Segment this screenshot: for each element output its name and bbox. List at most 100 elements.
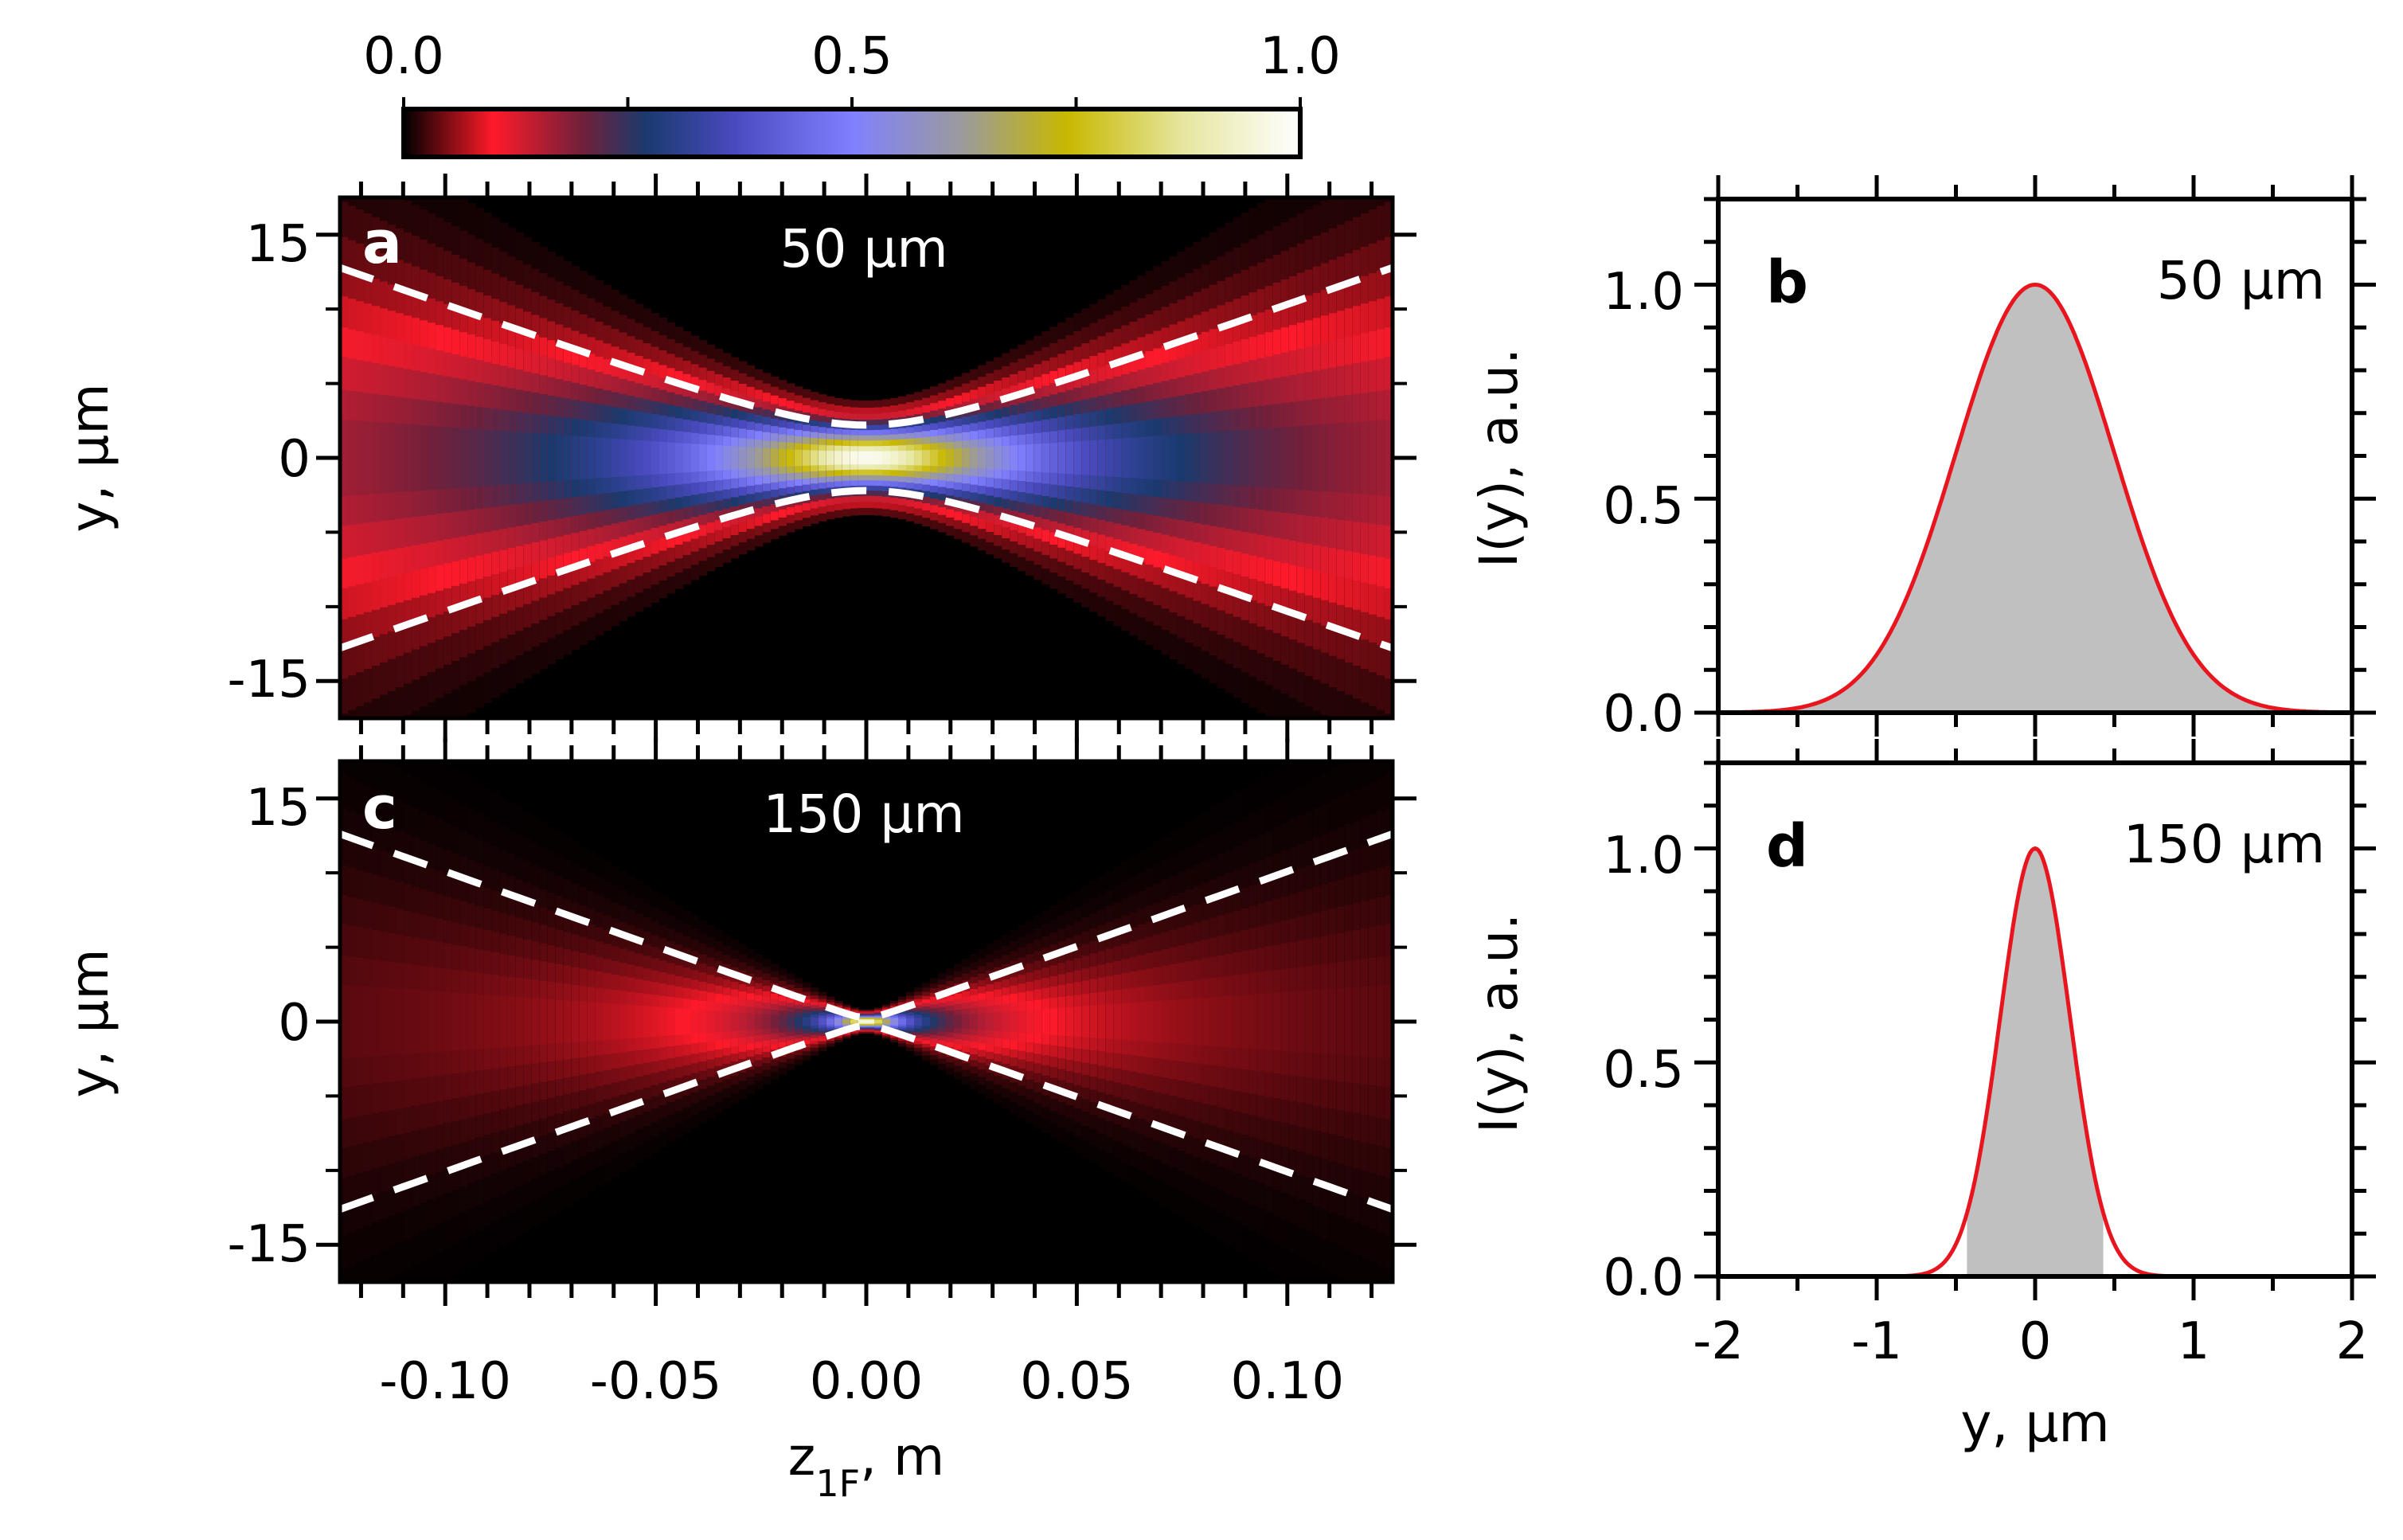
heatA-cell xyxy=(1288,426,1298,490)
heatC-cell xyxy=(1233,995,1242,1048)
heatA-cell xyxy=(1225,431,1234,485)
panel-d-xlabel: y, μm xyxy=(1960,1393,2109,1454)
heatA-cell xyxy=(1209,432,1218,484)
panel-c-xlabel-sub: 1F xyxy=(815,1462,860,1505)
heatA-cell xyxy=(436,426,444,490)
heatA-cell xyxy=(348,420,357,496)
panel-c-heatmap xyxy=(340,761,1393,1282)
panel-c-annotation: 150 μm xyxy=(763,784,964,845)
heatC-cell xyxy=(1185,999,1194,1045)
heatC-cell xyxy=(364,986,373,1057)
heatA-cell xyxy=(1280,427,1290,489)
heatC-cell xyxy=(420,990,428,1053)
heatC-cell xyxy=(475,994,484,1049)
heatC-cell xyxy=(1057,1007,1066,1036)
panel-a-heatmap xyxy=(340,197,1393,718)
heatA-cell xyxy=(890,451,899,465)
heatA-cell xyxy=(420,425,428,491)
heatA-cell xyxy=(1073,441,1083,475)
heatC-cell xyxy=(523,997,532,1046)
heatA-cell xyxy=(986,447,994,469)
heatA-cell xyxy=(754,448,764,468)
heatA-cell xyxy=(738,447,748,469)
heatC-cell xyxy=(404,989,412,1054)
heatA-cell xyxy=(1161,435,1170,481)
panel-a-ytick-15: 15 xyxy=(246,215,311,274)
heatA-cell xyxy=(938,449,947,467)
heatA-cell xyxy=(906,450,915,466)
panel-c-ticks xyxy=(316,737,1416,1306)
panel-c-ytick-m15: -15 xyxy=(227,1215,311,1274)
panel-b-ytick-0: 0.0 xyxy=(1603,685,1684,744)
heatC-cell xyxy=(1161,1000,1170,1043)
heatA-cell xyxy=(994,446,1002,470)
heatC-cell xyxy=(451,992,460,1051)
heatA-cell xyxy=(698,444,708,471)
heatC-cell xyxy=(412,989,420,1054)
heatA-cell xyxy=(722,445,732,471)
heatA-cell xyxy=(1026,444,1034,471)
heatA-cell xyxy=(1368,420,1377,495)
xticklabelsC-2: 0.00 xyxy=(810,1352,924,1411)
heatA-cell xyxy=(826,451,835,465)
heatC-cell xyxy=(531,998,540,1046)
heatC-cell xyxy=(874,1020,883,1023)
heatA-cell xyxy=(834,451,843,465)
dashC-lower xyxy=(340,1022,1393,1213)
heatA-cell xyxy=(818,450,827,466)
heatA-cell xyxy=(1360,421,1370,494)
heatC-cell xyxy=(1153,1001,1162,1042)
heatA-cell xyxy=(1145,436,1155,479)
panel-c-dashed-lines xyxy=(340,831,1393,1213)
panel-b-plot xyxy=(1718,282,2352,713)
heatA-cell xyxy=(810,450,819,466)
heatA-cell xyxy=(1384,420,1393,496)
panel-a-ylabel: y, μm xyxy=(59,383,120,532)
panel-b-ytick-1: 1.0 xyxy=(1603,263,1684,322)
heatC-cell xyxy=(499,995,508,1048)
heatC-cell xyxy=(722,1011,732,1032)
plotD-fill xyxy=(1967,848,2104,1276)
heatA-cell xyxy=(635,440,644,476)
heatC-cell xyxy=(698,1010,708,1034)
heatA-cell xyxy=(1049,443,1058,473)
heatC-cell xyxy=(1264,993,1274,1050)
heatC-cell xyxy=(1145,1001,1155,1042)
panel-b-annotation: 50 μm xyxy=(2157,250,2325,311)
panel-c-ylabel: y, μm xyxy=(59,948,120,1097)
heatC-cell xyxy=(459,993,468,1050)
heatA-cell xyxy=(954,448,963,467)
dashC-upper xyxy=(340,831,1393,1022)
heatA-cell xyxy=(1344,422,1354,494)
heatC-cell xyxy=(674,1008,684,1035)
heatA-cell xyxy=(1233,430,1242,486)
heatC-cell xyxy=(1296,991,1306,1053)
heatA-cell xyxy=(914,450,923,466)
heatC-cell xyxy=(762,1014,772,1030)
heatC-cell xyxy=(1026,1010,1034,1034)
heatA-cell xyxy=(1097,440,1107,476)
heatA-cell xyxy=(1169,435,1178,481)
heatC-cell xyxy=(483,995,492,1049)
heatC-cell xyxy=(611,1003,620,1040)
panel-c-xlabel-main: z xyxy=(788,1426,816,1487)
heatA-cell xyxy=(627,440,636,476)
heatA-cell xyxy=(579,436,588,479)
heatA-cell xyxy=(682,443,692,473)
heatA-cell xyxy=(1336,423,1346,493)
heatA-cell xyxy=(1002,445,1010,471)
heatC-cell xyxy=(962,1014,971,1030)
xticklabelsC-0: -0.10 xyxy=(379,1352,511,1411)
heatC-cell xyxy=(1113,1003,1123,1040)
heatC-cell xyxy=(954,1014,963,1029)
heatA-cell xyxy=(866,451,875,465)
heatA-cell xyxy=(459,428,468,488)
heatC-cell xyxy=(579,1001,588,1042)
heatC-cell xyxy=(539,999,548,1045)
xticklabelsC-4: 0.10 xyxy=(1231,1352,1345,1411)
heatC-cell xyxy=(547,999,557,1045)
heatA-cell xyxy=(1304,425,1314,491)
heatA-cell xyxy=(1057,442,1066,474)
heatC-cell xyxy=(658,1006,668,1037)
